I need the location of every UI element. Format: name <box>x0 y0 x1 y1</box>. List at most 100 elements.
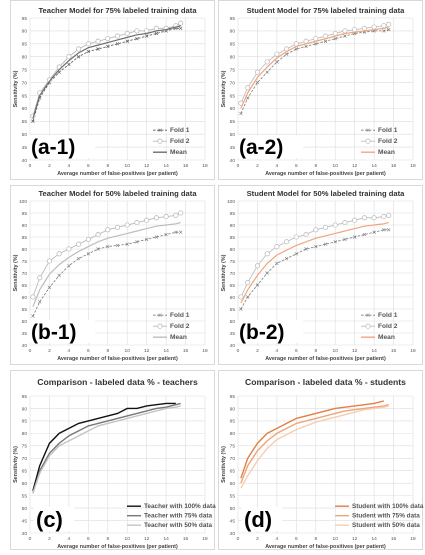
legend-entry-1: Fold 1 <box>153 312 190 319</box>
data-point <box>314 42 318 46</box>
series-3 <box>32 405 181 494</box>
data-point <box>284 52 289 56</box>
y-tick-label: 50 <box>22 319 28 325</box>
data-point <box>153 215 159 221</box>
y-tick-label: 85 <box>22 42 28 48</box>
data-point <box>163 214 169 220</box>
legend-entry-3: Student with 50% data <box>335 522 420 529</box>
data-point <box>322 33 329 39</box>
data-point <box>96 247 100 251</box>
data-point <box>313 36 319 42</box>
data-point <box>31 119 35 123</box>
x-tick-label: 2 <box>48 348 51 354</box>
data-point <box>124 30 130 37</box>
x-tick-label: 4 <box>276 163 279 169</box>
series-3 <box>32 25 181 119</box>
data-point <box>115 42 120 46</box>
chart-panel-a1: Teacher Model for 75% labeled training d… <box>10 0 215 180</box>
y-tick-label: 80 <box>22 55 28 61</box>
data-point <box>38 300 42 304</box>
y-tick-label: 80 <box>230 247 236 253</box>
panel-label: (a-2) <box>239 136 283 159</box>
data-point <box>246 295 250 299</box>
panel-label: (b-2) <box>239 321 285 344</box>
data-point <box>264 251 270 257</box>
data-point <box>178 230 183 234</box>
chart-title: Comparison - labeled data % - students <box>245 377 406 387</box>
data-point <box>144 28 150 34</box>
data-point <box>361 25 367 31</box>
panel-label: (c) <box>36 507 63 532</box>
data-point <box>135 36 139 41</box>
x-axis-label: Average number of false-positives (per p… <box>57 356 178 362</box>
x-tick-label: 18 <box>410 348 416 354</box>
data-point <box>37 275 43 281</box>
legend-entry-3: Mean <box>361 334 395 341</box>
data-point <box>313 227 319 233</box>
y-tick-label: 95 <box>22 16 28 22</box>
x-tick-label: 12 <box>144 348 150 354</box>
data-point <box>57 273 61 278</box>
data-point <box>303 232 309 238</box>
data-point <box>362 232 367 237</box>
legend-marker <box>157 138 163 144</box>
data-point <box>66 246 72 252</box>
y-tick-label: 40 <box>230 343 236 349</box>
data-point <box>265 70 269 74</box>
y-tick-label: 90 <box>22 406 28 412</box>
series-2 <box>238 212 392 300</box>
series-1 <box>239 27 391 116</box>
data-point <box>124 222 130 228</box>
y-tick-label: 65 <box>230 469 236 475</box>
x-tick-label: 8 <box>314 163 317 169</box>
y-tick-label: 45 <box>22 145 28 151</box>
data-point <box>294 47 299 51</box>
data-point <box>31 314 35 318</box>
series-2 <box>240 404 389 484</box>
series-3 <box>240 26 389 109</box>
y-tick-label: 95 <box>230 16 236 22</box>
data-point <box>284 256 289 261</box>
y-tick-label: 70 <box>230 80 236 86</box>
y-tick-label: 40 <box>230 531 236 537</box>
panel-label: (a-1) <box>31 136 75 159</box>
data-point <box>76 256 81 261</box>
data-point <box>105 227 111 233</box>
data-point <box>114 33 121 39</box>
data-point <box>304 44 308 49</box>
data-point <box>342 28 348 34</box>
data-point <box>144 237 149 242</box>
legend-label: Student with 75% data <box>352 513 420 520</box>
series-3 <box>240 222 389 304</box>
data-point <box>274 51 280 57</box>
y-tick-label: 70 <box>230 271 236 277</box>
data-point <box>125 242 129 246</box>
legend-marker <box>158 313 162 317</box>
data-point <box>245 280 251 286</box>
data-point <box>293 41 299 47</box>
series-2 <box>32 402 181 494</box>
y-tick-label: 75 <box>22 67 28 73</box>
data-point <box>274 244 280 250</box>
y-tick-label: 50 <box>230 132 236 138</box>
y-tick-label: 70 <box>22 80 28 86</box>
y-tick-label: 70 <box>22 271 28 277</box>
y-tick-label: 100 <box>227 199 235 205</box>
y-tick-label: 55 <box>230 307 236 313</box>
y-tick-label: 85 <box>230 235 236 241</box>
x-tick-label: 6 <box>295 163 298 169</box>
y-tick-label: 90 <box>230 223 236 229</box>
y-tick-label: 65 <box>22 283 28 289</box>
x-axis-label: Average number of false-positives (per p… <box>265 171 386 177</box>
data-point <box>96 47 100 51</box>
legend-label: Fold 2 <box>170 323 190 330</box>
chart-title: Student Model for 50% labeled training d… <box>247 189 406 198</box>
panel-label-bg <box>242 507 282 531</box>
data-point <box>255 283 260 287</box>
data-point <box>332 222 338 228</box>
data-point <box>371 215 377 221</box>
data-point <box>333 240 337 244</box>
y-tick-label: 95 <box>230 211 236 217</box>
chart-panel-c: Comparison - labeled data % - teachers40… <box>10 370 216 550</box>
legend-marker <box>365 138 371 144</box>
